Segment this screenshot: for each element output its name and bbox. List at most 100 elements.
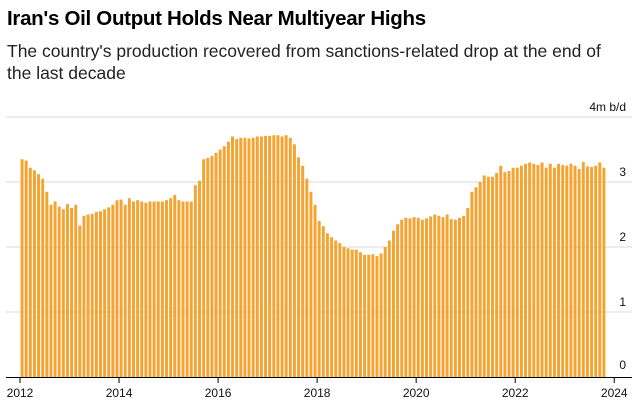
bar [350,249,354,377]
bar [177,200,181,377]
bars [20,135,606,377]
bar [255,136,259,377]
y-axis: 0 1 2 3 4m b/d [589,100,626,372]
bar [41,178,45,377]
bar [98,211,102,377]
bar [165,200,168,377]
bar [206,157,210,377]
bar [218,149,222,377]
bar [536,165,540,377]
bar [598,162,602,377]
bar [552,167,556,377]
bar [280,136,284,377]
bar [74,204,78,377]
bar [111,204,115,377]
bar [189,201,193,377]
bar [367,254,371,377]
bar [532,163,536,377]
bar [561,165,565,377]
bar [462,215,466,377]
bar [45,191,49,377]
bar [226,141,230,377]
bar [231,136,235,377]
bar [412,217,416,377]
bar [334,240,338,377]
bar [453,219,457,377]
bar [247,138,251,377]
y-tick-label: 0 [619,358,626,372]
bar [503,172,507,377]
bar [404,217,408,377]
bar [32,170,36,377]
bar [53,201,57,377]
bar [585,166,589,377]
bar [449,219,453,377]
bar [540,162,544,377]
bar [396,224,400,377]
bar [49,204,53,377]
bar [400,219,404,377]
bar [511,167,515,377]
bar [429,216,433,377]
chart-subtitle: The country's production recovered from … [7,41,601,83]
y-tick-label: 1 [619,295,626,309]
bar [309,191,313,377]
x-tick-label: 2024 [601,386,628,400]
bar [478,182,482,377]
bar [301,165,305,377]
bar [173,195,177,377]
bar [210,156,214,377]
bar [569,163,573,377]
bar [119,199,123,377]
bar [78,225,82,377]
bar [214,152,218,377]
bar [37,174,41,377]
bar [317,221,321,377]
bar [292,144,296,377]
bar [458,217,461,377]
bar [127,198,131,377]
bar [466,208,470,377]
bar [82,215,86,377]
bar [416,217,420,377]
bar [499,165,503,377]
bar [528,162,532,377]
y-tick-label: 3 [619,165,626,179]
bar [202,159,206,377]
bar [20,159,24,377]
bar [148,201,152,377]
bar [297,157,301,377]
y-tick-label: 4m b/d [589,100,626,114]
bar [515,167,519,377]
x-tick-label: 2022 [502,386,529,400]
bar [474,187,478,377]
bar [251,137,255,377]
bar [420,219,424,377]
x-tick-label: 2014 [106,386,133,400]
bar [375,256,379,377]
bar [222,146,226,377]
bar [243,137,247,377]
bar [181,201,185,377]
bar [272,135,276,377]
bar [433,214,437,377]
bar [70,208,74,377]
bar [160,201,164,377]
bar [371,254,375,377]
bar [90,213,94,377]
bar [379,253,383,377]
bar [602,167,606,377]
bar [330,237,334,377]
bar [383,247,387,377]
x-tick-label: 2012 [7,386,34,400]
bar [152,201,156,377]
bar [363,254,367,377]
x-tick-label: 2020 [403,386,430,400]
bar [491,176,494,377]
bar [61,209,65,377]
bar [144,202,148,377]
bar [557,163,561,377]
bar [132,201,135,377]
bar [65,204,69,377]
